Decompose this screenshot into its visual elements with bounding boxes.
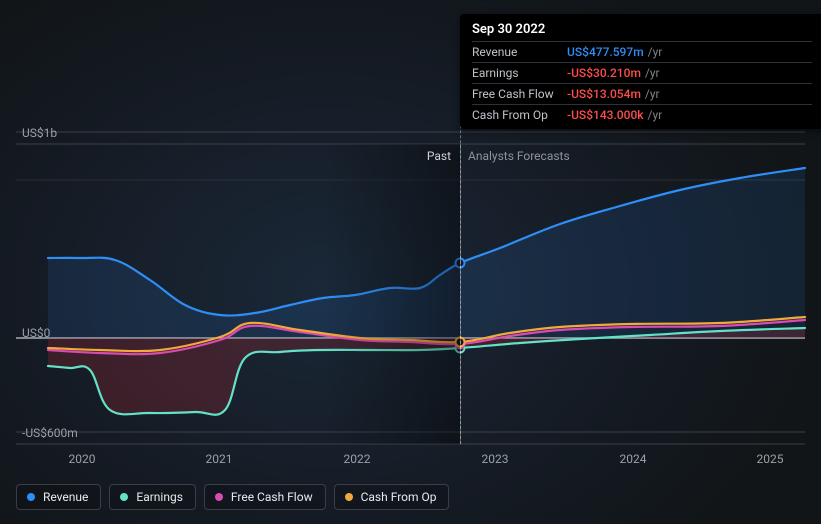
tooltip-row: Cash From Op-US$143.000k/yr	[472, 104, 812, 125]
past-label: Past	[427, 149, 451, 163]
tooltip-metric-unit: /yr	[645, 87, 660, 101]
legend-item-revenue[interactable]: Revenue	[16, 484, 101, 510]
tooltip-metric-unit: /yr	[648, 45, 663, 59]
tooltip-metric-label: Cash From Op	[472, 108, 567, 122]
x-tick-label: 2025	[757, 452, 784, 466]
tooltip-metric-value: US$477.597m	[567, 45, 644, 59]
tooltip-metric-label: Revenue	[472, 45, 567, 59]
tooltip-metric-label: Earnings	[472, 66, 567, 80]
tooltip-metric-value: -US$143.000k	[567, 108, 644, 122]
legend-item-fcf[interactable]: Free Cash Flow	[204, 484, 326, 510]
financials-chart: Past Analysts Forecasts US$1b US$0 -US$600…	[0, 0, 821, 524]
tooltip-row: Earnings-US$30.210m/yr	[472, 62, 812, 83]
y-tick-label: US$1b	[22, 126, 57, 140]
x-tick-label: 2020	[69, 452, 96, 466]
tooltip-metric-value: -US$30.210m	[567, 66, 641, 80]
tooltip-metric-unit: /yr	[645, 66, 660, 80]
tooltip-metric-label: Free Cash Flow	[472, 87, 567, 101]
legend-dot-icon	[27, 493, 35, 501]
legend-dot-icon	[120, 493, 128, 501]
tooltip-row: RevenueUS$477.597m/yr	[472, 41, 812, 62]
legend-item-cfo[interactable]: Cash From Op	[334, 484, 450, 510]
legend-label: Revenue	[43, 490, 88, 504]
y-tick-label: -US$600m	[22, 426, 78, 440]
tooltip-metric-unit: /yr	[648, 108, 663, 122]
legend-label: Free Cash Flow	[231, 490, 313, 504]
legend-dot-icon	[345, 493, 353, 501]
tooltip-date: Sep 30 2022	[472, 22, 812, 41]
tooltip-row: Free Cash Flow-US$13.054m/yr	[472, 83, 812, 104]
legend-label: Cash From Op	[361, 490, 437, 504]
x-tick-label: 2021	[206, 452, 233, 466]
legend-label: Earnings	[136, 490, 183, 504]
y-tick-label: US$0	[22, 326, 50, 340]
x-tick-label: 2024	[620, 452, 647, 466]
x-tick-label: 2022	[344, 452, 371, 466]
legend-dot-icon	[215, 493, 223, 501]
tooltip-metric-value: -US$13.054m	[567, 87, 641, 101]
x-tick-label: 2023	[482, 452, 509, 466]
chart-legend: Revenue Earnings Free Cash Flow Cash From O…	[16, 484, 449, 510]
chart-tooltip: Sep 30 2022 RevenueUS$477.597m/yrEarning…	[460, 14, 821, 129]
legend-item-earnings[interactable]: Earnings	[109, 484, 196, 510]
forecast-label: Analysts Forecasts	[468, 149, 570, 163]
